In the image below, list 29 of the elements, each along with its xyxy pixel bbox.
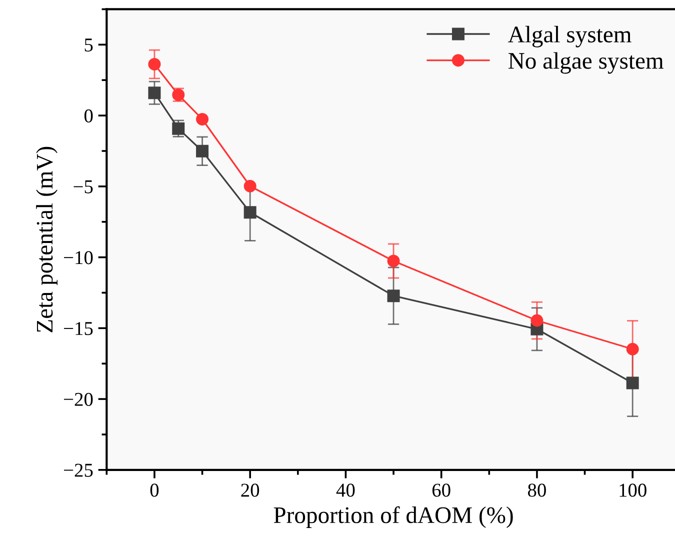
point [530, 314, 544, 327]
point [626, 376, 639, 390]
y-tick-label: 0 [84, 109, 93, 122]
x-axis-title: Proportion of dAOM (%) [274, 506, 513, 528]
point [148, 58, 161, 70]
x-tick-label: 40 [336, 484, 355, 497]
point [196, 112, 209, 126]
x-tick-label: 0 [150, 484, 159, 497]
point [387, 254, 400, 268]
legend-label: No algae system [508, 52, 664, 74]
y-tick-label: −5 [74, 180, 93, 194]
x-tick-label: 60 [432, 484, 450, 497]
x-tick-label: 80 [528, 484, 546, 497]
legend-label: Algal system [508, 26, 632, 48]
x-tick-label: 100 [620, 484, 646, 497]
point [387, 290, 400, 302]
point [244, 206, 256, 219]
point [196, 144, 209, 158]
y-tick-label: −10 [64, 251, 93, 264]
y-axis-title: Zeta potential (mV) [36, 146, 58, 332]
point [244, 180, 256, 192]
y-tick-label: −25 [64, 464, 93, 477]
point [148, 86, 161, 100]
y-tick-label: 5 [84, 38, 93, 52]
y-tick-label: −20 [64, 392, 93, 406]
x-tick-label: 20 [241, 484, 260, 497]
y-tick-label: −15 [64, 322, 93, 336]
point [626, 342, 639, 356]
point [172, 122, 185, 135]
